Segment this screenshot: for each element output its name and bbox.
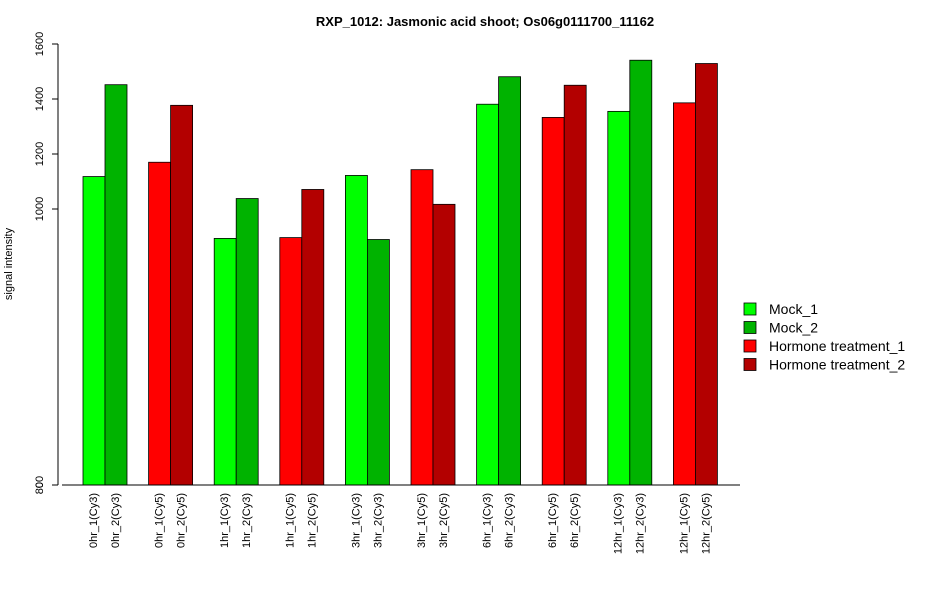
bars: [82, 59, 718, 486]
x-tick-label: 3hr_2(Cy5): [438, 493, 450, 548]
x-tick-label: 3hr_2(Cy3): [372, 493, 384, 548]
y-tick-label: 1200: [34, 142, 46, 166]
bar: [410, 169, 434, 486]
legend-swatch: [743, 339, 757, 353]
legend: Mock_1 Mock_2 Hormone treatment_1 Hormone t…: [743, 301, 905, 373]
bar: [695, 63, 718, 486]
bar: [629, 59, 653, 486]
y-tick-label: 1600: [34, 32, 46, 56]
x-tick-label: 1hr_2(Cy5): [307, 493, 319, 548]
bar: [104, 84, 128, 486]
bar: [301, 189, 325, 486]
x-tick-label: 0hr_1(Cy3): [88, 493, 100, 548]
x-tick-label: 1hr_1(Cy3): [219, 493, 231, 548]
legend-label: Hormone treatment_2: [769, 357, 905, 373]
bar: [476, 103, 500, 486]
bar: [563, 84, 587, 486]
bar: [170, 104, 194, 486]
x-tick-label: 12hr_1(Cy5): [678, 493, 690, 554]
bar: [432, 203, 456, 486]
bar: [235, 198, 259, 486]
bar: [148, 161, 172, 486]
x-tick-label: 6hr_2(Cy3): [504, 493, 516, 548]
x-tick-label: 0hr_2(Cy5): [176, 493, 188, 548]
y-tick-label: 0: [34, 482, 46, 488]
x-tick-label: 6hr_1(Cy3): [482, 493, 494, 548]
bar: [541, 117, 565, 486]
bar: [607, 110, 631, 486]
x-tick-label: 12hr_1(Cy3): [613, 493, 625, 554]
bar: [673, 102, 696, 486]
legend-label: Hormone treatment_1: [769, 338, 905, 354]
x-tick-label: 0hr_1(Cy5): [154, 493, 166, 548]
y-tick-label: 1000: [34, 197, 46, 221]
x-tick-label: 6hr_2(Cy5): [569, 493, 581, 548]
chart-title: RXP_1012: Jasmonic acid shoot; Os06g0111…: [316, 14, 654, 29]
x-tick-label: 1hr_2(Cy3): [241, 493, 253, 548]
legend-swatch: [743, 358, 757, 371]
x-tick-label: 12hr_2(Cy3): [635, 493, 647, 554]
bar: [213, 238, 237, 486]
x-tick-label: 1hr_1(Cy5): [285, 493, 297, 548]
x-tick-label: 0hr_2(Cy3): [110, 493, 122, 548]
y-axis-label: signal intensity: [3, 227, 15, 300]
x-axis-labels: 0hr_1(Cy3) 0hr_2(Cy3) 0hr_1(Cy5) 0hr_2(Cy5)…: [88, 493, 712, 554]
x-tick-label: 12hr_2(Cy5): [700, 493, 712, 554]
bar: [366, 239, 390, 486]
y-tick-label: 800: [34, 476, 46, 494]
y-tick-label: 1400: [34, 87, 46, 111]
legend-swatch: [743, 321, 757, 334]
x-tick-label: 6hr_1(Cy5): [547, 493, 559, 548]
legend-label: Mock_1: [769, 301, 818, 317]
bar: [279, 237, 303, 486]
legend-label: Mock_2: [769, 320, 818, 336]
bar: [82, 176, 106, 486]
bar: [498, 76, 522, 486]
x-tick-label: 3hr_1(Cy5): [416, 493, 428, 548]
legend-swatch: [743, 302, 757, 316]
x-tick-label: 3hr_1(Cy3): [350, 493, 362, 548]
bar: [344, 175, 368, 486]
